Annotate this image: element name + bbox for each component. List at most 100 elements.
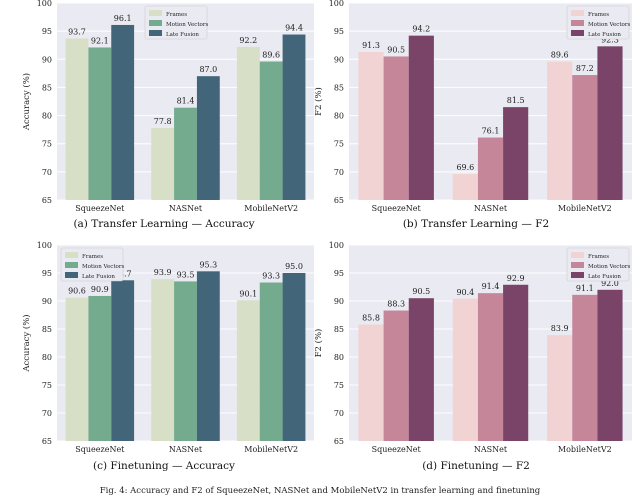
legend: Frames Motion Vectors Late Fusion — [144, 5, 208, 40]
y-tick-label: 65 — [42, 196, 52, 205]
y-tick-label: 95 — [334, 27, 344, 36]
y-tick-label: 100 — [329, 241, 344, 250]
bar — [477, 137, 504, 200]
y-tick-label: 90 — [334, 297, 344, 306]
y-tick-label: 65 — [334, 196, 344, 205]
bar — [572, 294, 598, 441]
bar — [452, 174, 478, 200]
bar — [477, 293, 504, 441]
legend: Frames Motion Vectors Late Fusion — [60, 247, 124, 282]
legend-label: Late Fusion — [588, 274, 621, 280]
data-label: 90.4 — [456, 288, 474, 297]
y-tick-label: 70 — [334, 168, 344, 177]
legend-label: Motion Vectors — [166, 22, 208, 28]
bar — [282, 34, 306, 200]
bar — [111, 280, 135, 441]
bar — [174, 281, 197, 441]
legend-label: Late Fusion — [588, 32, 621, 38]
data-label: 81.5 — [507, 96, 525, 105]
data-label: 93.7 — [68, 27, 86, 36]
data-label: 90.5 — [412, 287, 430, 296]
data-label: 91.1 — [576, 284, 594, 293]
data-label: 83.9 — [551, 324, 569, 333]
bar — [236, 46, 260, 200]
y-axis-label: F2 (%) — [313, 87, 324, 116]
bar — [196, 76, 220, 200]
bar — [547, 335, 573, 441]
legend-swatch — [571, 272, 584, 278]
data-label: 76.1 — [482, 127, 500, 136]
data-label: 92.2 — [239, 36, 257, 45]
y-tick-label: 65 — [42, 437, 52, 446]
legend-swatch — [65, 272, 78, 278]
legend-label: Frames — [588, 254, 609, 260]
y-tick-label: 95 — [334, 269, 344, 278]
y-tick-label: 100 — [329, 0, 344, 8]
bar — [503, 284, 529, 441]
caption-a: (a) Transfer Learning — Accuracy — [73, 218, 255, 230]
y-tick-label: 100 — [37, 241, 52, 250]
y-tick-label: 80 — [42, 112, 52, 121]
x-tick-label: SqueezeNet — [372, 204, 422, 213]
data-label: 93.9 — [154, 268, 172, 277]
y-tick-label: 80 — [42, 353, 52, 362]
bar — [88, 47, 112, 200]
data-label: 90.5 — [387, 45, 405, 54]
y-tick-label: 75 — [42, 140, 52, 149]
caption-b: (b) Transfer Learning — F2 — [402, 218, 550, 230]
y-tick-label: 95 — [42, 269, 52, 278]
y-tick-label: 85 — [42, 83, 52, 92]
y-tick-label: 100 — [37, 0, 52, 8]
data-label: 89.6 — [262, 51, 280, 60]
data-label: 95.3 — [199, 260, 217, 269]
y-axis-label: Accuracy (%) — [21, 73, 32, 131]
data-label: 91.3 — [362, 41, 380, 50]
y-tick-label: 75 — [334, 381, 344, 390]
x-tick-label: NASNet — [169, 445, 203, 454]
y-tick-label: 90 — [42, 55, 52, 64]
legend-swatch — [571, 252, 584, 258]
y-tick-label: 70 — [42, 168, 52, 177]
y-tick-label: 75 — [42, 381, 52, 390]
data-label: 90.6 — [68, 287, 86, 296]
bar — [111, 24, 135, 200]
bar — [196, 271, 220, 441]
bar — [597, 46, 623, 201]
bar — [572, 75, 598, 200]
x-tick-label: MobileNetV2 — [558, 445, 612, 454]
data-label: 92.9 — [507, 274, 525, 283]
y-tick-label: 70 — [42, 409, 52, 418]
legend-label: Motion Vectors — [588, 264, 630, 270]
bar — [151, 127, 175, 200]
legend-swatch — [149, 10, 162, 16]
legend-label: Late Fusion — [82, 274, 115, 280]
bar — [358, 324, 384, 441]
y-tick-label: 80 — [334, 112, 344, 121]
y-tick-label: 75 — [334, 140, 344, 149]
bar — [151, 279, 175, 441]
data-label: 87.0 — [199, 65, 217, 74]
y-tick-label: 65 — [334, 437, 344, 446]
bar — [408, 298, 434, 441]
y-tick-label: 85 — [334, 325, 344, 334]
data-label: 92.0 — [601, 279, 619, 288]
data-label: 94.2 — [412, 25, 430, 34]
legend: Frames Motion Vectors Late Fusion — [566, 5, 630, 40]
legend-swatch — [149, 20, 162, 26]
x-tick-label: NASNet — [169, 204, 203, 213]
data-label: 88.3 — [387, 300, 405, 309]
legend-swatch — [65, 252, 78, 258]
x-tick-label: SqueezeNet — [75, 204, 125, 213]
y-tick-label: 85 — [42, 325, 52, 334]
bar — [259, 282, 283, 441]
data-label: 96.1 — [114, 14, 132, 23]
legend-swatch — [571, 20, 584, 26]
figure-caption: Fig. 4: Accuracy and F2 of SqueezeNet, N… — [99, 486, 541, 496]
y-tick-label: 85 — [334, 83, 344, 92]
x-tick-label: MobileNetV2 — [558, 204, 612, 213]
y-axis-label: Accuracy (%) — [21, 314, 32, 372]
data-label: 90.9 — [91, 285, 109, 294]
